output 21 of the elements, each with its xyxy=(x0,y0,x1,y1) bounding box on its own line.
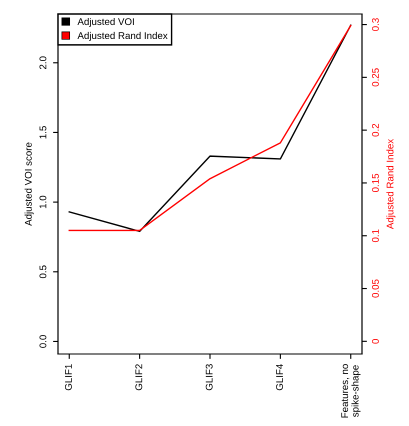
y2-tick-label: 0.15 xyxy=(372,174,379,192)
y-tick-label: 2.0 xyxy=(39,56,46,70)
x-tick-label: GLIF3 xyxy=(206,364,213,390)
x-tick-label: GLIF4 xyxy=(276,364,283,390)
y-tick-label: 0.5 xyxy=(39,265,46,278)
x-tick-label: GLIF1 xyxy=(64,364,72,390)
y-tick-label: 1.0 xyxy=(39,196,46,208)
y2-axis-title: Adjusted Rand Index xyxy=(386,138,396,230)
legend-label: Adjusted VOI xyxy=(77,18,134,28)
y-tick-label: 1.5 xyxy=(40,126,46,138)
y2-tick-label: 0 xyxy=(372,339,379,344)
legend-label: Adjusted Rand Index xyxy=(77,32,168,41)
y2-tick-label: 0.2 xyxy=(372,124,379,137)
y2-tick-label: 0.25 xyxy=(372,68,379,86)
y2-tick-label: 0.05 xyxy=(372,279,379,298)
y-tick-label: 0.0 xyxy=(39,335,46,348)
x-tick-label: GLIF2 xyxy=(135,364,142,390)
y2-tick-label: 0.1 xyxy=(372,229,379,242)
x-tick-label: Features, no spike-shape xyxy=(341,364,361,418)
y2-tick-label: 0.3 xyxy=(372,18,379,31)
y-axis-title: Adjusted VOI score xyxy=(24,142,34,226)
